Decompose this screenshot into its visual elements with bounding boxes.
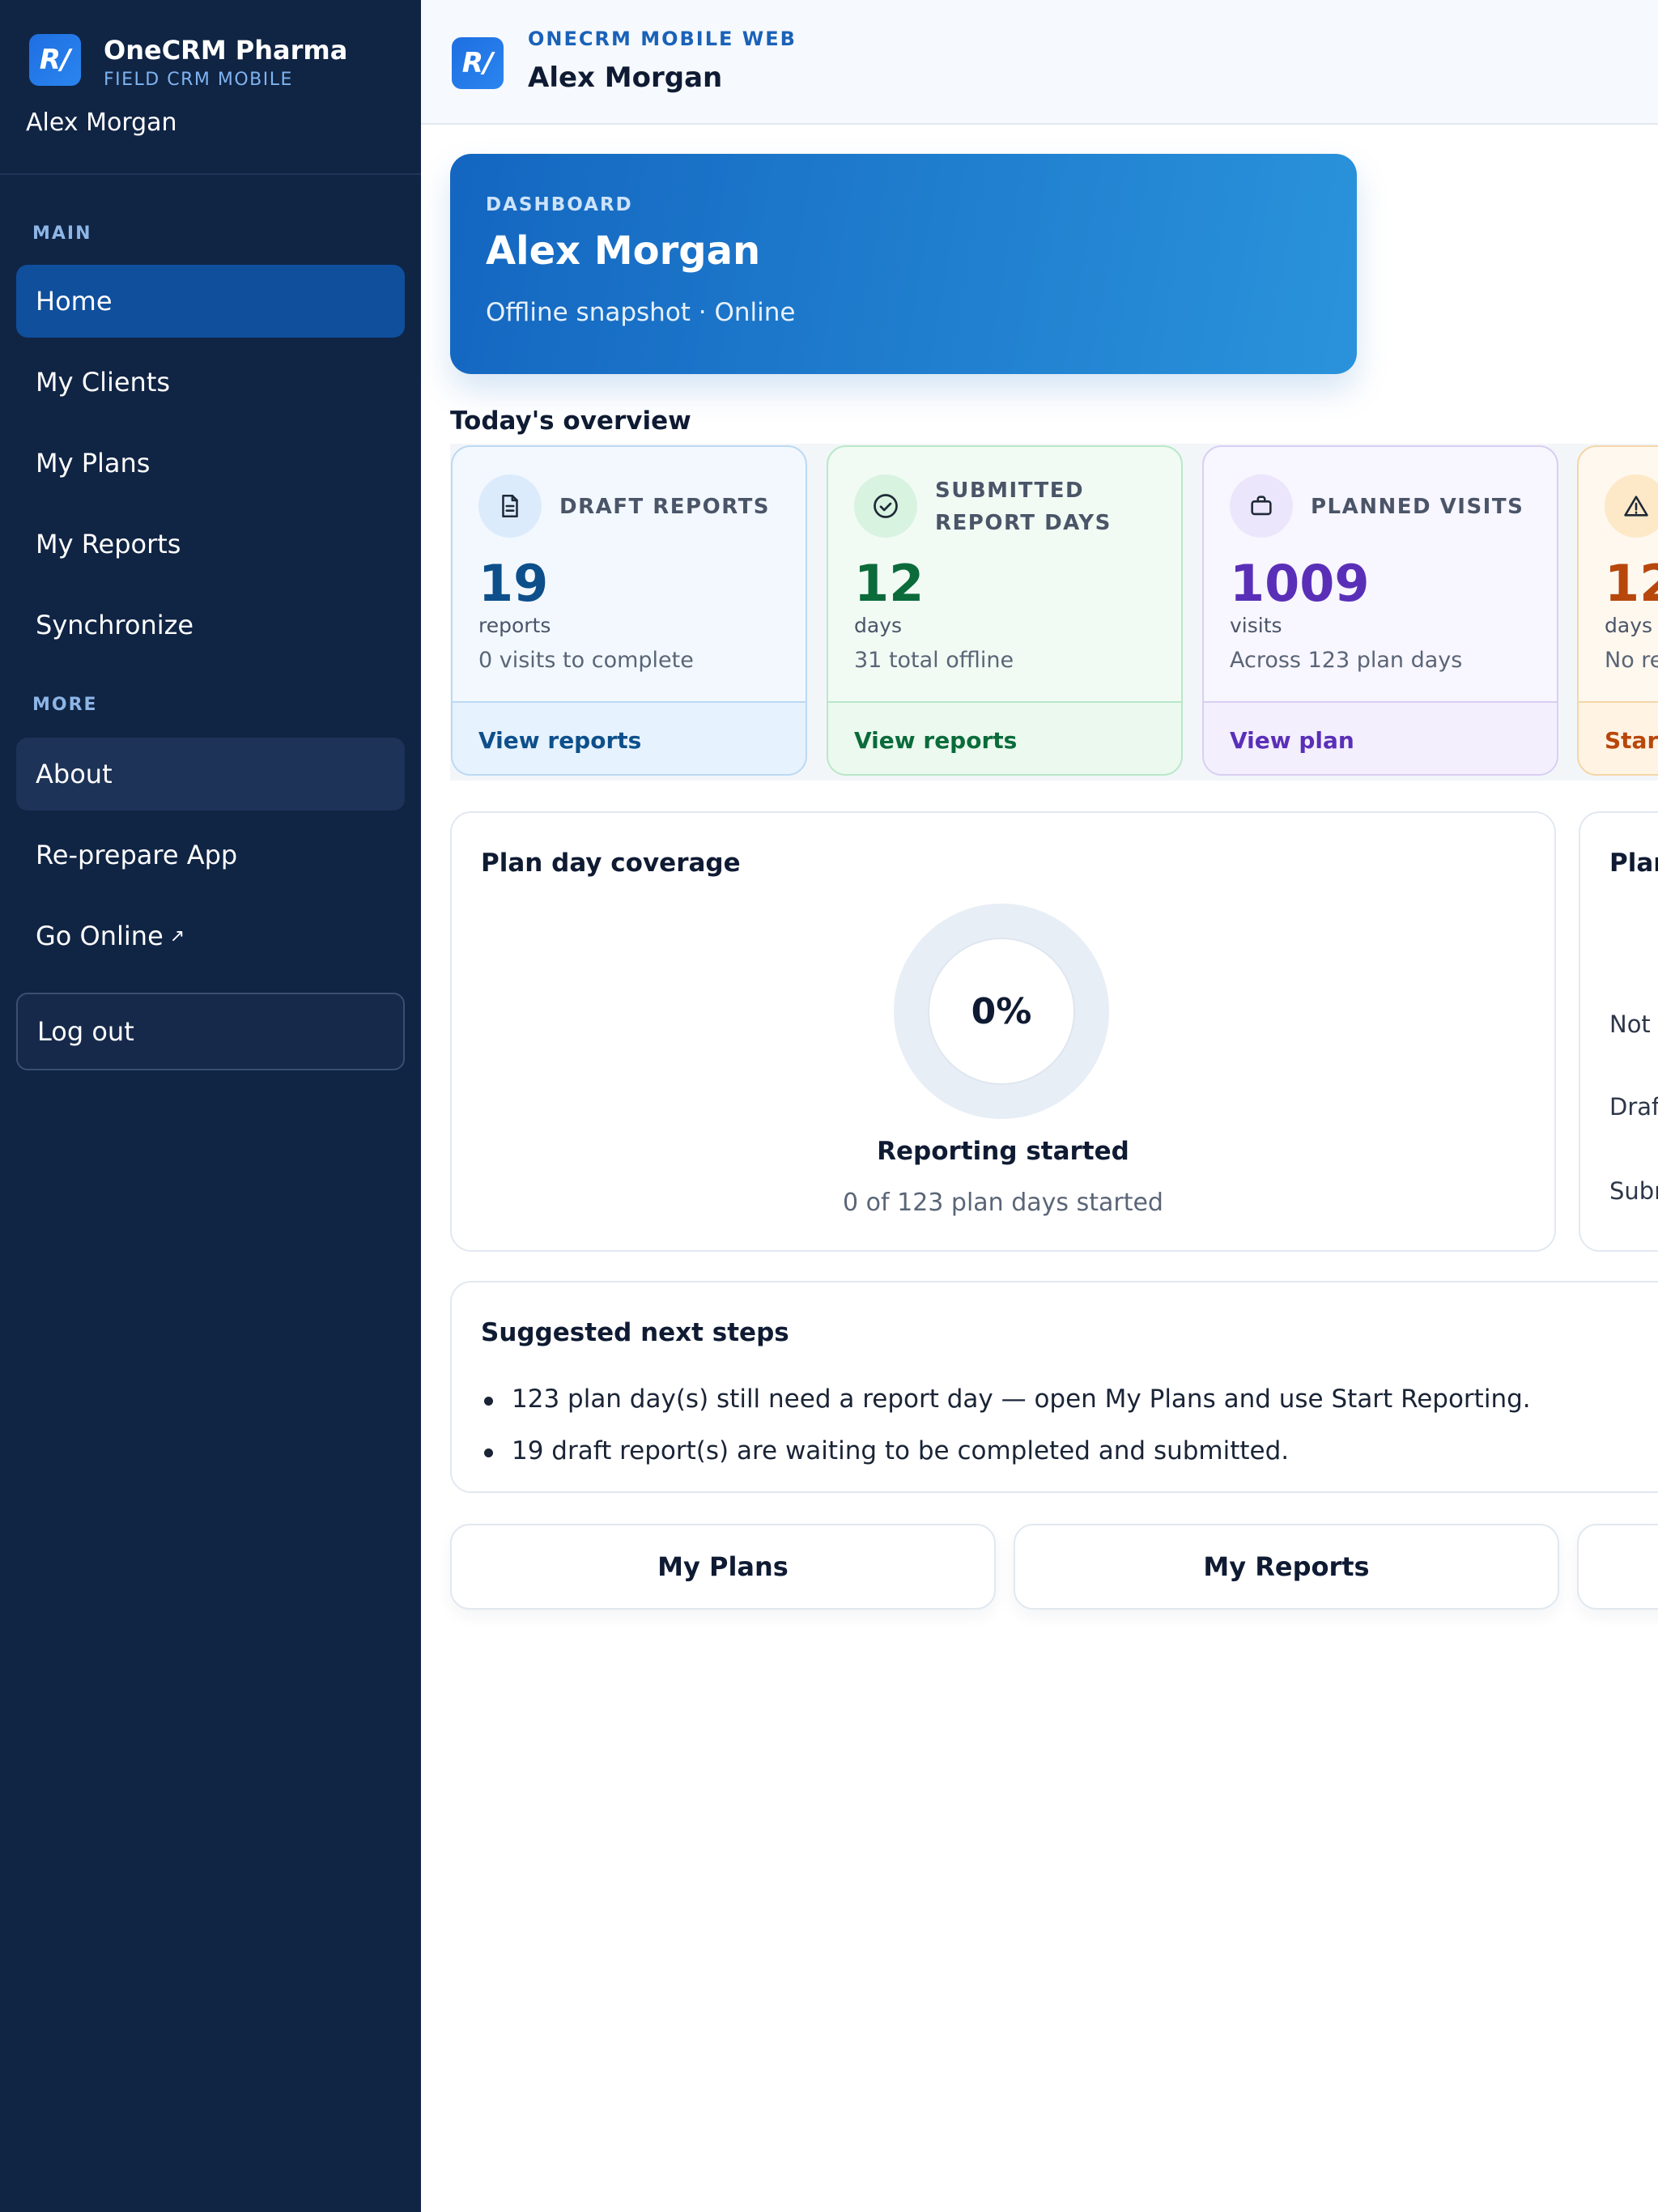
app-logo: R/ bbox=[29, 34, 81, 86]
my-plans-button[interactable]: My Plans bbox=[450, 1524, 996, 1610]
legend-item-draft: Draft bbox=[1609, 1093, 1658, 1121]
logout-label: Log out bbox=[37, 1016, 134, 1047]
header-logo: R/ bbox=[452, 37, 504, 89]
stat-label: PLANNED VISITS bbox=[1311, 495, 1524, 519]
my-reports-button[interactable]: My Reports bbox=[1014, 1524, 1559, 1610]
sidebar-item-label: About bbox=[36, 759, 113, 789]
section-label-main: MAIN bbox=[32, 223, 92, 244]
app-name: OneCRM Pharma bbox=[104, 35, 348, 66]
stat-unit: reports bbox=[478, 614, 551, 637]
stat-label: DRAFT REPORTS bbox=[559, 495, 771, 519]
hero-subtitle: Offline snapshot · Online bbox=[486, 298, 796, 327]
sidebar-item-my-plans[interactable]: My Plans bbox=[16, 427, 405, 500]
stat-note: Across 123 plan days bbox=[1230, 648, 1463, 673]
stat-note: No re bbox=[1605, 648, 1658, 673]
panel-title: Plan day coverage bbox=[481, 849, 741, 878]
coverage-donut: 0% bbox=[894, 904, 1109, 1119]
sidebar-item-label: Go Online bbox=[36, 921, 164, 951]
hero-eyebrow: DASHBOARD bbox=[486, 194, 633, 215]
suggested-next-steps-panel: Suggested next steps 123 plan day(s) sti… bbox=[450, 1281, 1658, 1493]
stat-card-draft-reports: DRAFT REPORTS 19 reports 0 visits to com… bbox=[451, 445, 807, 776]
stat-unit: days bbox=[854, 614, 903, 637]
plan-day-coverage-panel: Plan day coverage 0% Reporting started 0… bbox=[450, 811, 1556, 1252]
warning-icon bbox=[1605, 474, 1658, 538]
sidebar-item-label: My Reports bbox=[36, 529, 181, 559]
quick-action-button[interactable] bbox=[1577, 1524, 1658, 1610]
view-plan-link[interactable]: View plan bbox=[1204, 701, 1557, 774]
stat-unit: days bbox=[1605, 614, 1653, 637]
sidebar-item-label: Synchronize bbox=[36, 610, 194, 640]
legend-item-not: Not bbox=[1609, 1010, 1651, 1038]
coverage-label: Reporting started bbox=[877, 1137, 1129, 1166]
view-reports-link[interactable]: View reports bbox=[453, 701, 806, 774]
coverage-percent: 0% bbox=[928, 938, 1075, 1085]
top-bar: R/ ONECRM MOBILE WEB Alex Morgan bbox=[421, 0, 1658, 125]
hero-title: Alex Morgan bbox=[486, 228, 761, 274]
sidebar-item-label: My Plans bbox=[36, 448, 151, 479]
start-link[interactable]: Start bbox=[1579, 701, 1658, 774]
stat-card-planned-visits: PLANNED VISITS 1009 visits Across 123 pl… bbox=[1202, 445, 1558, 776]
stat-card-submitted-report-days: SUBMITTED REPORT DAYS 12 days 31 total o… bbox=[827, 445, 1183, 776]
sidebar-item-re-prepare-app[interactable]: Re-prepare App bbox=[16, 819, 405, 891]
sidebar-item-home[interactable]: Home bbox=[16, 265, 405, 338]
legend-item-submitted: Subm bbox=[1609, 1177, 1658, 1205]
header-title: Alex Morgan bbox=[528, 62, 723, 94]
stat-note: 0 visits to complete bbox=[478, 648, 694, 673]
sidebar-item-go-online[interactable]: Go Online ↗ bbox=[16, 900, 405, 972]
sidebar-item-about[interactable]: About bbox=[16, 738, 405, 810]
logout-button[interactable]: Log out bbox=[16, 993, 405, 1070]
overview-title: Today's overview bbox=[450, 406, 691, 436]
list-item: 123 plan day(s) still need a report day … bbox=[481, 1385, 1531, 1414]
stat-value: 1009 bbox=[1230, 554, 1370, 613]
briefcase-icon bbox=[1230, 474, 1293, 538]
sidebar-item-label: Re-prepare App bbox=[36, 840, 238, 870]
section-label-more: MORE bbox=[32, 695, 98, 715]
sidebar-item-synchronize[interactable]: Synchronize bbox=[16, 589, 405, 661]
main-content: R/ ONECRM MOBILE WEB Alex Morgan DASHBOA… bbox=[421, 0, 1658, 2212]
sidebar-item-my-reports[interactable]: My Reports bbox=[16, 508, 405, 581]
check-circle-icon bbox=[854, 474, 917, 538]
stat-unit: visits bbox=[1230, 614, 1282, 637]
sidebar-divider bbox=[0, 173, 421, 175]
sidebar: R/ OneCRM Pharma FIELD CRM MOBILE Alex M… bbox=[0, 0, 421, 2212]
coverage-sub: 0 of 123 plan days started bbox=[843, 1189, 1163, 1217]
dashboard-hero: DASHBOARD Alex Morgan Offline snapshot ·… bbox=[450, 154, 1357, 374]
plan-status-panel: Plan Not Draft Subm bbox=[1579, 811, 1658, 1252]
document-icon bbox=[478, 474, 542, 538]
panel-title: Plan bbox=[1609, 849, 1658, 878]
next-steps-list: 123 plan day(s) still need a report day … bbox=[481, 1385, 1531, 1488]
header-eyebrow: ONECRM MOBILE WEB bbox=[528, 28, 797, 50]
sidebar-item-label: Home bbox=[36, 286, 113, 317]
sidebar-item-label: My Clients bbox=[36, 367, 171, 398]
stat-value: 12 bbox=[854, 554, 925, 613]
list-item: 19 draft report(s) are waiting to be com… bbox=[481, 1436, 1531, 1465]
stat-value: 19 bbox=[478, 554, 549, 613]
panel-title: Suggested next steps bbox=[481, 1318, 789, 1347]
brand: R/ OneCRM Pharma FIELD CRM MOBILE bbox=[29, 34, 347, 90]
external-link-icon: ↗ bbox=[169, 925, 185, 946]
app-subtitle: FIELD CRM MOBILE bbox=[104, 70, 293, 90]
sidebar-user-name: Alex Morgan bbox=[26, 108, 177, 137]
stat-note: 31 total offline bbox=[854, 648, 1014, 673]
stat-value: 12 bbox=[1605, 554, 1658, 613]
stat-label: SUBMITTED REPORT DAYS bbox=[935, 479, 1112, 535]
sidebar-item-my-clients[interactable]: My Clients bbox=[16, 346, 405, 419]
view-reports-link[interactable]: View reports bbox=[828, 701, 1181, 774]
stat-card-warning: 12 days No re Start bbox=[1577, 445, 1658, 776]
brand-text: OneCRM Pharma FIELD CRM MOBILE bbox=[104, 34, 347, 90]
